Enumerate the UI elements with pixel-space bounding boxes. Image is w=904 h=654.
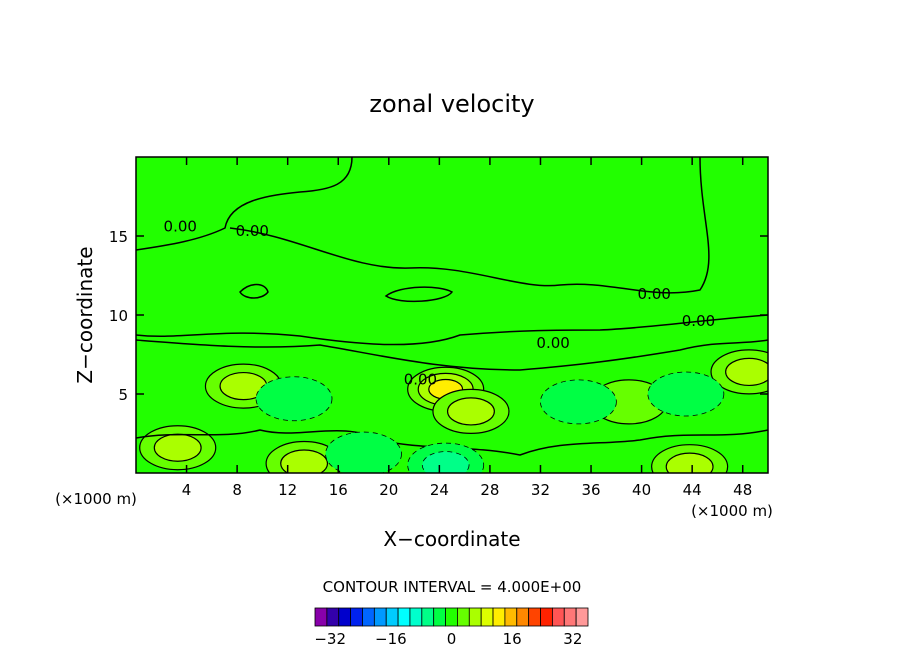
colorbar-swatch-18 <box>528 607 541 627</box>
contour-label-3: 0.00 <box>682 312 715 330</box>
x-tick-label-28: 28 <box>480 481 499 499</box>
colorbar-tick-1: −16 <box>375 630 407 648</box>
colorbar-swatch-20 <box>551 607 565 627</box>
x-axis-label: X−coordinate <box>383 527 520 551</box>
x-tick-label-20: 20 <box>379 481 398 499</box>
x-tick-label-32: 32 <box>531 481 550 499</box>
contour-label-5: 0.00 <box>404 371 437 389</box>
x-tick-label-44: 44 <box>683 481 702 499</box>
y-tick-label-5: 5 <box>118 386 128 404</box>
x-tick-label-12: 12 <box>278 481 297 499</box>
colorbar-swatch-1 <box>326 607 340 627</box>
y-axis-ticks: 5 10 15 <box>109 228 768 404</box>
contour-label-1: 0.00 <box>236 222 269 240</box>
plot-area: 0.00 0.00 0.00 0.00 0.00 0.00 <box>136 157 768 473</box>
colorbar-swatch-9 <box>421 607 435 627</box>
feature-positive-7-level-2 <box>725 357 768 387</box>
contour-interval-label: CONTOUR INTERVAL = 4.000E+00 <box>323 578 582 596</box>
zero-contour-mid <box>136 314 768 346</box>
feature-negative-10-level-1 <box>647 371 725 417</box>
feature-negative-12-level-1 <box>325 431 402 473</box>
colorbar-swatch-11 <box>445 607 458 627</box>
colorbar-swatch-6 <box>385 607 399 627</box>
colorbar-swatch-21 <box>563 607 577 627</box>
colorbar-tick-0: −32 <box>314 630 346 648</box>
x-axis-ticks: 4 8 12 16 20 24 28 32 36 40 44 48 <box>182 157 752 499</box>
x-tick-label-36: 36 <box>581 481 600 499</box>
x-tick-label-24: 24 <box>430 481 449 499</box>
contour-label-0: 0.00 <box>164 217 197 235</box>
contour-small-loop-2 <box>239 283 269 299</box>
colorbar <box>314 607 589 627</box>
colorbar-swatch-0 <box>314 607 328 627</box>
y-tick-label-10: 10 <box>109 307 128 325</box>
chart-title: zonal velocity <box>369 90 534 118</box>
colorbar-swatch-8 <box>409 607 423 627</box>
colorbar-tick-4: 32 <box>563 630 582 648</box>
colorbar-tick-3: 16 <box>503 630 522 648</box>
colorbar-swatch-4 <box>362 607 375 627</box>
feature-negative-11-level-1 <box>540 379 617 425</box>
colorbar-swatch-19 <box>540 607 553 627</box>
colorbar-tick-labels: −32 −16 0 16 32 <box>314 630 582 648</box>
x-unit-label-left: (×1000 m) <box>55 490 137 508</box>
colorbar-swatch-7 <box>397 607 411 627</box>
x-tick-label-8: 8 <box>232 481 242 499</box>
colorbar-swatch-15 <box>492 607 506 627</box>
x-tick-label-4: 4 <box>182 481 192 499</box>
colorbar-swatch-5 <box>373 607 387 627</box>
colorbar-swatch-10 <box>433 607 446 627</box>
y-axis-label: Z−coordinate <box>73 246 97 383</box>
feature-negative-9-level-2 <box>421 451 470 473</box>
x-tick-label-16: 16 <box>329 481 348 499</box>
negative-contours <box>255 371 725 473</box>
colorbar-swatch-3 <box>350 607 363 627</box>
colorbar-swatch-12 <box>457 607 470 627</box>
contour-label-2: 0.00 <box>638 285 671 303</box>
contour-labels: 0.00 0.00 0.00 0.00 0.00 0.00 <box>164 217 716 388</box>
zero-contour-upper <box>136 157 710 294</box>
colorbar-swatch-13 <box>468 607 482 627</box>
contour-label-4: 0.00 <box>536 334 569 352</box>
x-tick-label-48: 48 <box>733 481 752 499</box>
colorbar-swatch-2 <box>338 607 352 627</box>
feature-positive-1-level-2 <box>153 433 202 462</box>
colorbar-tick-2: 0 <box>447 630 457 648</box>
feature-positive-2-level-2 <box>280 449 329 473</box>
contour-bands <box>139 349 768 473</box>
feature-positive-4-level-2 <box>446 397 495 426</box>
contour-small-loop <box>384 286 454 303</box>
x-unit-label-right: (×1000 m) <box>691 502 773 520</box>
colorbar-swatch-17 <box>516 607 530 627</box>
y-tick-label-15: 15 <box>109 228 128 246</box>
zero-contour-lower <box>136 339 768 371</box>
feature-negative-8-level-1 <box>255 376 333 422</box>
colorbar-swatch-16 <box>504 607 518 627</box>
colorbar-swatch-14 <box>480 607 494 627</box>
colorbar-swatch-22 <box>575 607 589 627</box>
x-tick-label-40: 40 <box>632 481 651 499</box>
feature-positive-6-level-2 <box>665 452 714 473</box>
